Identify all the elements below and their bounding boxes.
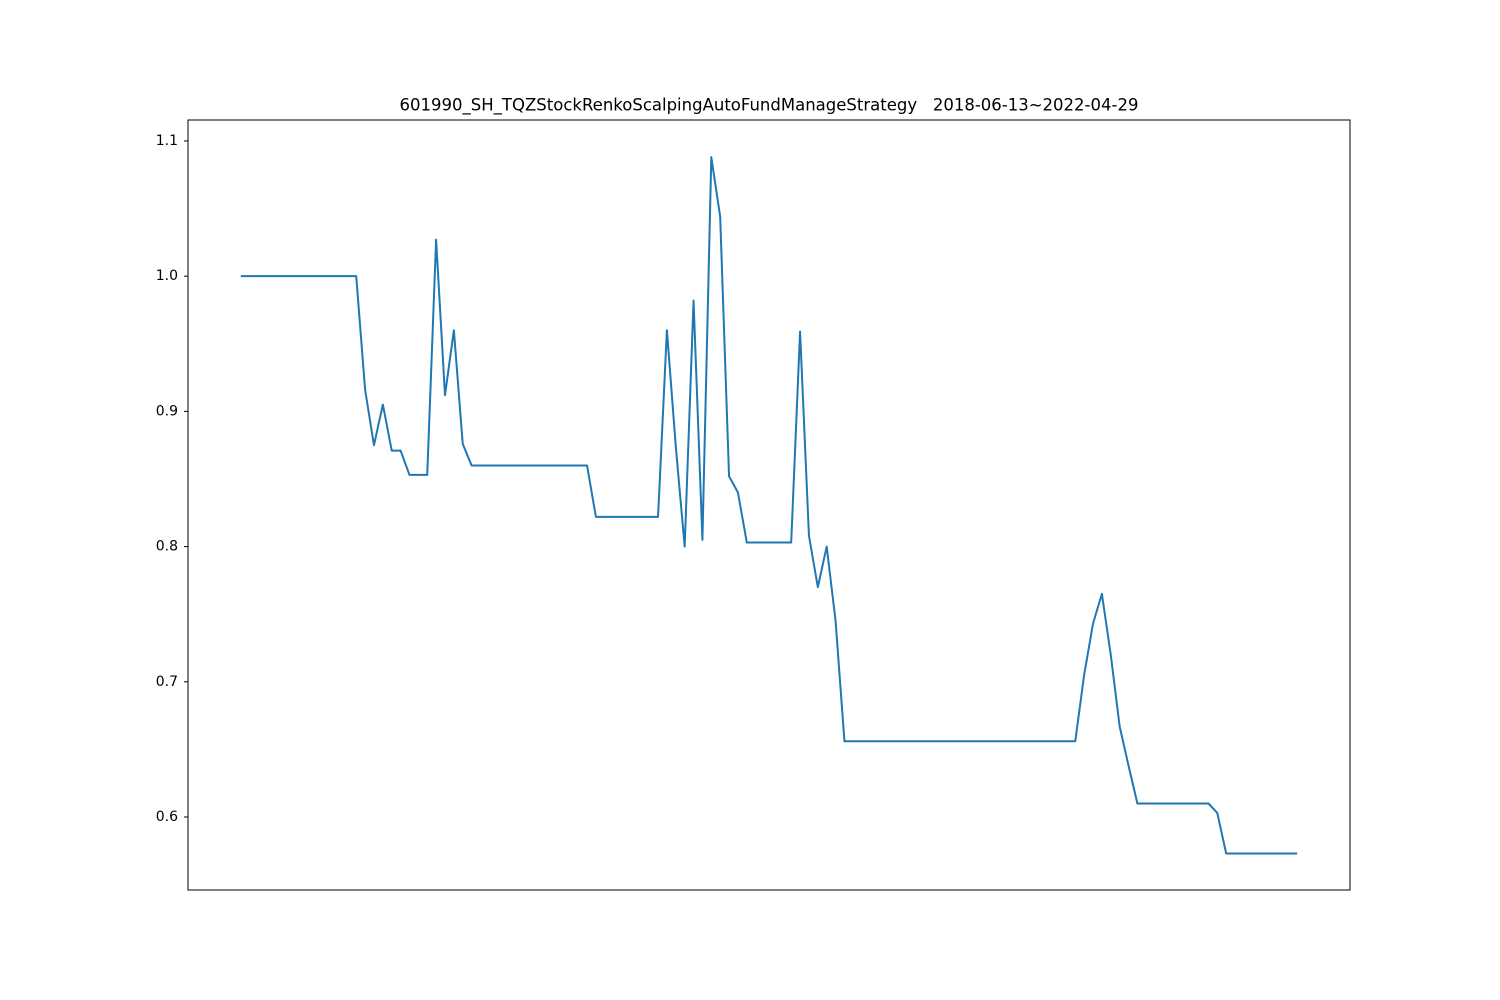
plot-frame [187, 119, 1351, 891]
chart-title: 601990_SH_TQZStockRenkoScalpingAutoFundM… [400, 96, 1139, 116]
y-tick-label: 1.0 [156, 268, 178, 284]
line-series [240, 156, 1298, 855]
y-tick-label: 0.9 [156, 403, 178, 419]
y-tick-label: 0.7 [156, 674, 178, 690]
y-tick-label: 0.8 [156, 539, 178, 555]
y-tick-label: 0.6 [156, 809, 178, 825]
y-tick-label: 1.1 [156, 133, 178, 149]
